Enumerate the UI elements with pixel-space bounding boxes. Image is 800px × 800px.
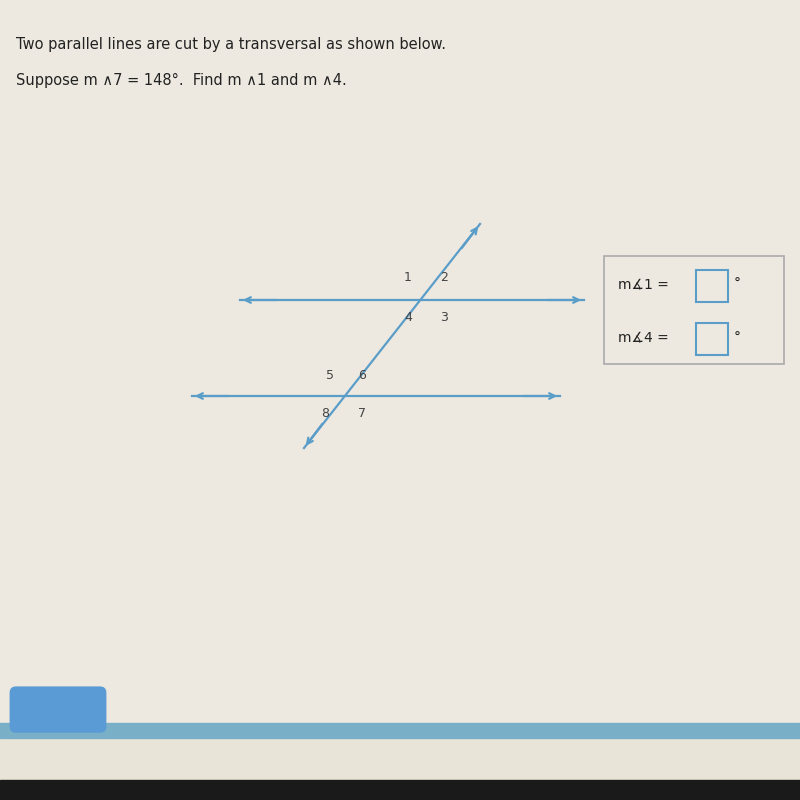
Text: 1: 1	[404, 271, 412, 284]
Text: Check: Check	[34, 702, 83, 717]
Text: 8: 8	[322, 407, 330, 420]
Text: Suppose m ∧7 = 148°.  Find m ∧1 and m ∧4.: Suppose m ∧7 = 148°. Find m ∧1 and m ∧4.	[16, 73, 346, 87]
FancyBboxPatch shape	[696, 270, 728, 302]
Text: 2: 2	[440, 271, 448, 284]
Text: Two parallel lines are cut by a transversal as shown below.: Two parallel lines are cut by a transver…	[16, 37, 446, 51]
FancyBboxPatch shape	[696, 323, 728, 355]
Text: 6: 6	[358, 369, 366, 382]
Text: 5: 5	[326, 369, 334, 382]
Text: m∡1 =: m∡1 =	[618, 277, 670, 291]
FancyBboxPatch shape	[10, 686, 106, 733]
FancyBboxPatch shape	[604, 256, 784, 364]
Bar	[0, 738, 800, 800]
Bar	[0, 723, 800, 738]
Bar	[0, 780, 800, 800]
Text: 3: 3	[440, 311, 448, 324]
Text: 4: 4	[404, 311, 412, 324]
Text: °: °	[734, 277, 741, 291]
Text: m∡4 =: m∡4 =	[618, 330, 669, 345]
Text: °: °	[734, 330, 741, 345]
Text: 7: 7	[358, 407, 366, 420]
